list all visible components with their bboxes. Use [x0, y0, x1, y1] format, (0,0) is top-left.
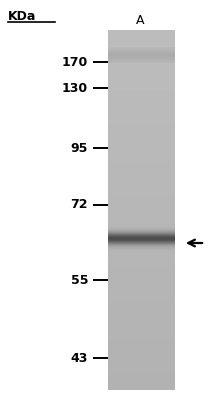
Text: A: A — [136, 14, 144, 26]
Text: 55: 55 — [70, 274, 88, 286]
Text: 95: 95 — [71, 142, 88, 154]
Text: 43: 43 — [71, 352, 88, 364]
Text: 72: 72 — [70, 198, 88, 212]
Text: KDa: KDa — [8, 10, 36, 23]
Text: 130: 130 — [62, 82, 88, 94]
Text: 170: 170 — [62, 56, 88, 68]
